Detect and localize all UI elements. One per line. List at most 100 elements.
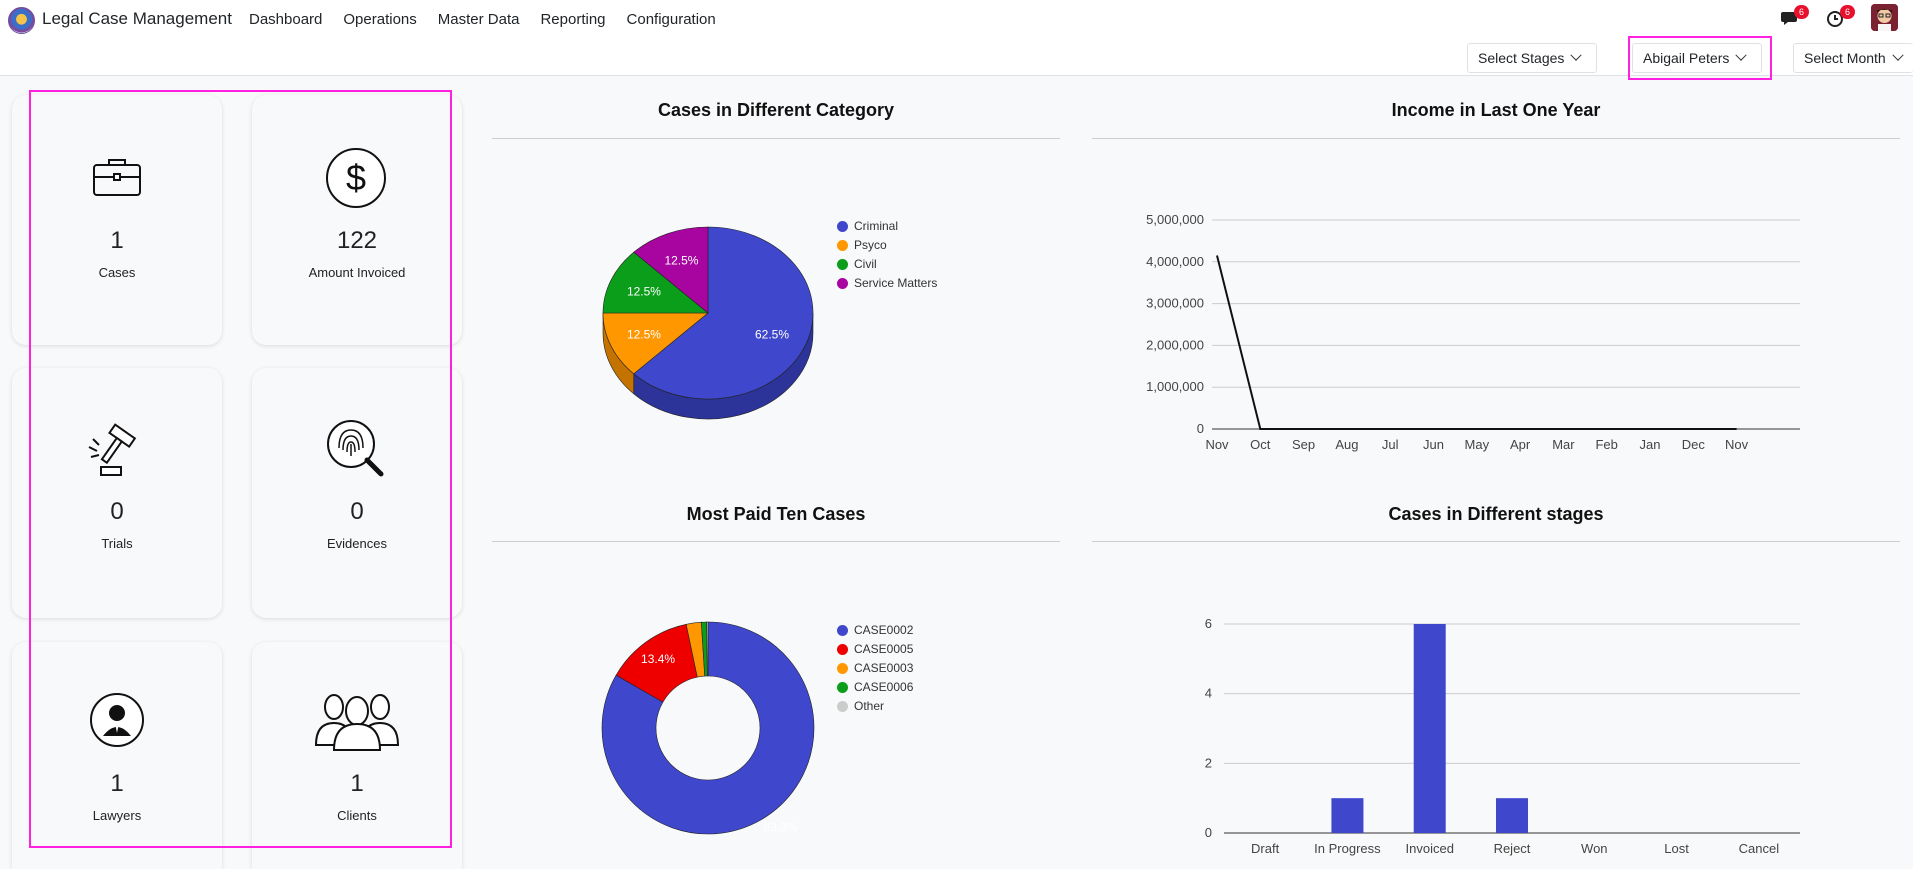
menu-master-data[interactable]: Master Data [437,11,520,28]
dollar-icon: $ [326,148,386,208]
x-tick-label: Apr [1510,437,1531,452]
highlight-box-user [1628,36,1772,80]
legend-label: CASE0006 [854,680,914,694]
top-cases-donut-chart[interactable]: 83.3% 13.4% [590,615,830,845]
bar-reject [1496,798,1528,833]
chart-category-divider [492,138,1060,139]
gavel-icon [88,423,137,476]
bar-in-progress [1331,798,1364,833]
legend-item-case0006: CASE0006 [837,680,913,694]
y-tick-label: 1,000,000 [1146,379,1204,394]
menu-configuration[interactable]: Configuration [626,11,716,28]
clock-icon [1827,11,1843,27]
legend-dot [837,643,848,655]
x-tick-label: Aug [1335,437,1358,452]
income-line-chart[interactable]: 0 1,000,000 2,000,000 3,000,000 4,000,000 5,0… [1100,200,1900,460]
donut-data-label: 13.4% [641,652,675,666]
card-amount-invoiced[interactable]: $ 122 Amount Invoiced [252,95,462,345]
y-tick-label: 3,000,000 [1146,296,1204,311]
pie-data-label: 12.5% [664,254,698,268]
chart-stages-divider [1092,541,1900,542]
x-tick-label: In Progress [1314,841,1381,856]
x-tick-label: Oct [1250,437,1271,452]
user-avatar[interactable] [1871,4,1898,31]
chevron-down-icon [1570,49,1583,61]
main-menu: Dashboard Operations Master Data Reporti… [249,11,737,28]
legend-item-case0005: CASE0005 [837,642,913,656]
income-series-line [1216,255,1737,430]
stages-dropdown-label: Select Stages [1478,50,1565,66]
legend-dot [837,624,848,636]
briefcase-icon [93,159,141,196]
legend-item-other: Other [837,699,884,713]
evidences-label: Evidences [327,536,387,551]
filter-bar [0,38,1913,76]
stages-dropdown[interactable]: Select Stages [1467,43,1597,73]
amount-invoiced-label: Amount Invoiced [308,265,406,280]
chevron-down-icon [1892,49,1904,61]
donut-slice-case0002 [601,621,815,835]
legend-label: Other [854,699,885,713]
chart-top-cases-title: Most Paid Ten Cases [686,504,866,524]
legend-dot [837,239,848,251]
y-tick-label: 4 [1205,686,1212,701]
x-tick-label: Cancel [1739,841,1780,856]
y-tick-label: 2,000,000 [1146,337,1204,352]
fingerprint-search-icon [327,420,384,477]
pie-slice-service-matters [633,226,709,314]
cases-label: Cases [98,265,136,280]
month-dropdown-label: Select Month [1804,50,1886,66]
evidences-count: 0 [350,498,364,525]
trials-count: 0 [110,498,124,525]
donut-slice-other [706,621,709,677]
y-tick-label: 0 [1197,421,1204,436]
pie-data-label: 12.5% [627,328,661,342]
trials-label: Trials [101,536,133,551]
menu-dashboard[interactable]: Dashboard [249,11,323,28]
svg-text:$: $ [346,157,366,198]
pie-slice-criminal [633,226,814,400]
category-pie-chart[interactable]: 62.5% 12.5% 12.5% 12.5% [590,215,830,435]
cases-count: 1 [110,227,124,254]
card-cases[interactable]: 1 Cases [12,95,222,345]
x-tick-label: Lost [1664,841,1689,856]
legend-dot [837,681,848,693]
top-navbar: Legal Case Management Dashboard Operatio… [0,0,1913,38]
legend-item-case0002: CASE0002 [837,623,913,637]
user-dropdown[interactable]: Abigail Peters [1632,43,1762,73]
user-dropdown-label: Abigail Peters [1643,50,1730,66]
app-logo[interactable] [8,7,35,34]
pie-data-label: 62.5% [755,328,789,342]
clients-count: 1 [350,770,364,797]
legend-dot [837,662,848,674]
menu-reporting[interactable]: Reporting [540,11,606,28]
messages-button[interactable]: 6 [1780,5,1809,30]
clients-label: Clients [337,808,377,823]
legend-dot [837,258,848,270]
chart-top-cases-divider [492,541,1060,542]
chart-stages-title: Cases in Different stages [1388,504,1604,524]
legend-label: Service Matters [854,276,938,290]
x-tick-label: Reject [1494,841,1531,856]
x-tick-label: Won [1581,841,1608,856]
x-tick-label: Mar [1552,437,1575,452]
x-tick-label: Jan [1640,437,1661,452]
card-lawyers[interactable]: 1 Lawyers [12,642,222,869]
y-tick-label: 4,000,000 [1146,254,1204,269]
activities-button[interactable]: 6 [1826,5,1855,30]
chart-income-title: Income in Last One Year [1391,100,1601,120]
pie-slice-psyco [602,312,709,375]
month-dropdown[interactable]: Select Month [1793,43,1913,73]
legend-label: CASE0002 [854,623,914,637]
legend-label: CASE0005 [854,642,914,656]
stages-bar-chart[interactable]: 0 2 4 6 Draft In Progress Invoiced Reject Won Los… [1100,600,1900,869]
menu-operations[interactable]: Operations [343,11,417,28]
activities-badge: 6 [1840,5,1855,19]
x-tick-label: Jun [1423,437,1444,452]
card-clients[interactable]: 1 Clients [252,642,462,869]
legend-dot [837,700,848,712]
card-trials[interactable]: 0 Trials [12,368,222,618]
x-tick-label: Nov [1725,437,1749,452]
card-evidences[interactable]: 0 Evidences [252,368,462,618]
app-title[interactable]: Legal Case Management [42,9,232,28]
